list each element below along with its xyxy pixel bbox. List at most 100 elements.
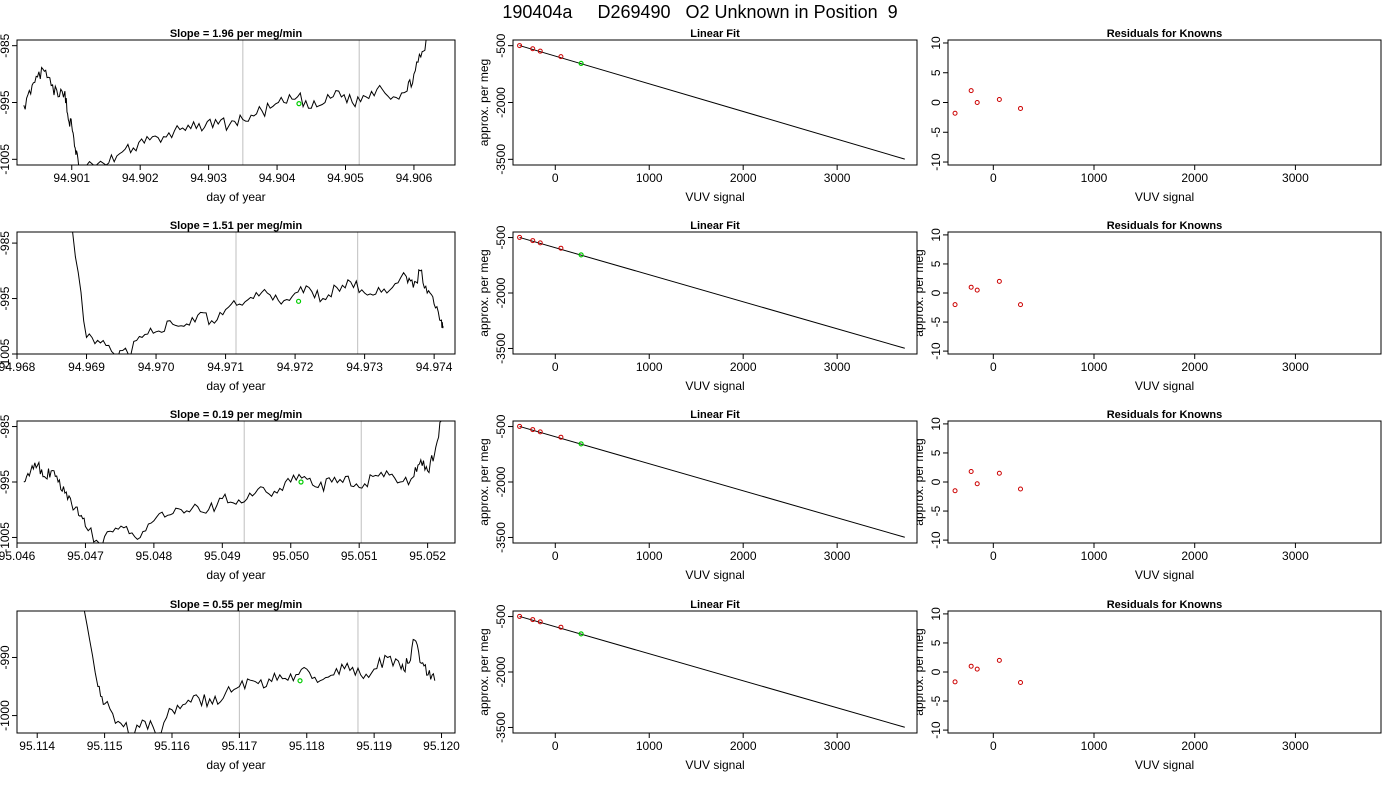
known-point	[996, 278, 1002, 284]
panel-title: Slope = 1.96 per meg/min	[170, 28, 303, 40]
x-axis-label: day of year	[206, 758, 265, 772]
known-point	[1018, 486, 1024, 492]
x-tick-label: 95.046	[0, 549, 36, 563]
x-tick-label: 2000	[730, 739, 757, 753]
fit-line	[519, 615, 905, 728]
x-tick-label: 94.903	[190, 171, 227, 185]
x-axis-label: day of year	[206, 568, 265, 582]
known-point	[537, 429, 543, 435]
x-tick-label: 94.904	[259, 171, 296, 185]
x-tick-label: 95.118	[289, 739, 325, 753]
x-tick-label: 0	[552, 171, 559, 185]
y-tick-label: -500	[494, 414, 508, 438]
x-tick-label: 95.051	[341, 549, 378, 563]
y-tick-label: -3500	[494, 712, 508, 743]
y-axis-label: approx. per meg	[912, 628, 926, 715]
plot-frame	[16, 39, 456, 166]
x-tick-label: 1000	[1081, 739, 1108, 753]
y-tick-label: 10	[929, 417, 943, 431]
y-tick-label: -1000	[0, 700, 12, 731]
x-tick-label: 94.968	[0, 360, 36, 374]
panel-2-2: Linear Fit 0 1000 2000 3000 -500 -2000 -3500 VUV…	[477, 220, 918, 393]
known-point	[968, 284, 974, 290]
y-tick-label: -5	[929, 316, 943, 327]
x-axis-label: day of year	[206, 379, 265, 393]
known-point	[996, 470, 1002, 476]
y-tick-label: -2000	[494, 656, 508, 687]
x-tick-label: 1000	[636, 171, 663, 185]
known-point	[974, 287, 980, 293]
x-tick-label: 95.047	[67, 549, 104, 563]
y-tick-label: -2000	[494, 87, 508, 118]
x-axis-label: VUV signal	[685, 758, 744, 772]
panel-2-1: Slope = 1.51 per meg/min 94.968 94.969 94.9…	[0, 220, 456, 393]
unknown-point	[295, 298, 302, 304]
known-point	[1018, 302, 1024, 308]
x-axis-label: VUV signal	[1135, 758, 1194, 772]
y-axis-label: approx. per meg	[477, 59, 491, 146]
panel-3-1: Slope = 0.19 per meg/min 95.046 95.047 95.0…	[0, 409, 456, 582]
y-axis-label: approx. per meg	[912, 249, 926, 336]
plot-frame	[947, 610, 1382, 734]
x-tick-label: 94.901	[53, 171, 90, 185]
known-point	[558, 624, 564, 630]
x-axis-label: VUV signal	[1135, 568, 1194, 582]
y-tick-label: 10	[929, 36, 943, 50]
x-tick-label: 1000	[636, 739, 663, 753]
known-point	[517, 43, 523, 49]
x-axis-label: day of year	[206, 190, 265, 204]
x-tick-label: 95.049	[204, 549, 241, 563]
plot-frame	[947, 231, 1382, 355]
y-tick-label: -10	[929, 531, 943, 549]
known-point	[530, 238, 536, 244]
x-tick-label: 0	[552, 360, 559, 374]
data-trace	[23, 40, 428, 165]
x-tick-label: 94.902	[122, 171, 159, 185]
plot-frame	[512, 39, 918, 166]
known-point	[537, 48, 543, 54]
y-tick-label: 0	[929, 478, 943, 485]
x-tick-label: 3000	[824, 171, 851, 185]
x-tick-label: 1000	[1081, 549, 1108, 563]
known-point	[537, 619, 543, 625]
known-point	[996, 97, 1002, 103]
y-tick-label: -985	[0, 231, 12, 255]
panel-title: Linear Fit	[690, 599, 740, 611]
unknown-point	[297, 678, 303, 684]
known-point	[952, 302, 958, 308]
y-tick-label: -2000	[494, 466, 508, 497]
x-tick-label: 2000	[730, 171, 757, 185]
y-axis-label: approx. per meg	[477, 628, 491, 715]
known-point	[996, 657, 1002, 663]
known-point	[558, 245, 564, 251]
panel-4-1: Slope = 0.55 per meg/min 95.114 95.115 95.1…	[0, 599, 460, 772]
panel-2-3: Residuals for Knowns 0 1000 2000 3000 10 5 0 -5 -…	[912, 220, 1382, 393]
known-point	[558, 54, 564, 60]
y-tick-label: -5	[929, 695, 943, 706]
unknown-point	[296, 101, 302, 107]
y-tick-label: -3500	[494, 144, 508, 175]
x-tick-label: 94.969	[68, 360, 105, 374]
panel-4-2: Linear Fit 0 1000 2000 3000 -500 -2000 -3500 VUV…	[477, 599, 918, 772]
panel-1-2: Linear Fit 0 1000 2000 3000 -500 -2000 -3500 VUV…	[477, 28, 918, 204]
x-tick-label: 3000	[1282, 360, 1309, 374]
x-tick-label: 94.905	[327, 171, 364, 185]
known-point	[968, 469, 974, 475]
x-tick-label: 95.052	[409, 549, 446, 563]
x-tick-label: 95.114	[19, 739, 55, 753]
x-tick-label: 1000	[1081, 171, 1108, 185]
known-point	[952, 488, 958, 494]
y-tick-label: -985	[0, 33, 12, 57]
x-tick-label: 1000	[636, 360, 663, 374]
panel-title: Residuals for Knowns	[1107, 409, 1223, 421]
x-tick-label: 3000	[1282, 549, 1309, 563]
panel-title: Slope = 1.51 per meg/min	[170, 220, 303, 232]
x-tick-label: 2000	[1181, 360, 1208, 374]
y-tick-label: 5	[929, 69, 943, 76]
main-title: 190404a D269490 O2 Unknown in Position 9	[502, 2, 898, 22]
known-point	[968, 663, 974, 669]
y-tick-label: -500	[494, 33, 508, 57]
y-tick-label: -1005	[0, 338, 12, 369]
plot-frame	[16, 420, 456, 544]
plot-frame	[16, 231, 456, 355]
